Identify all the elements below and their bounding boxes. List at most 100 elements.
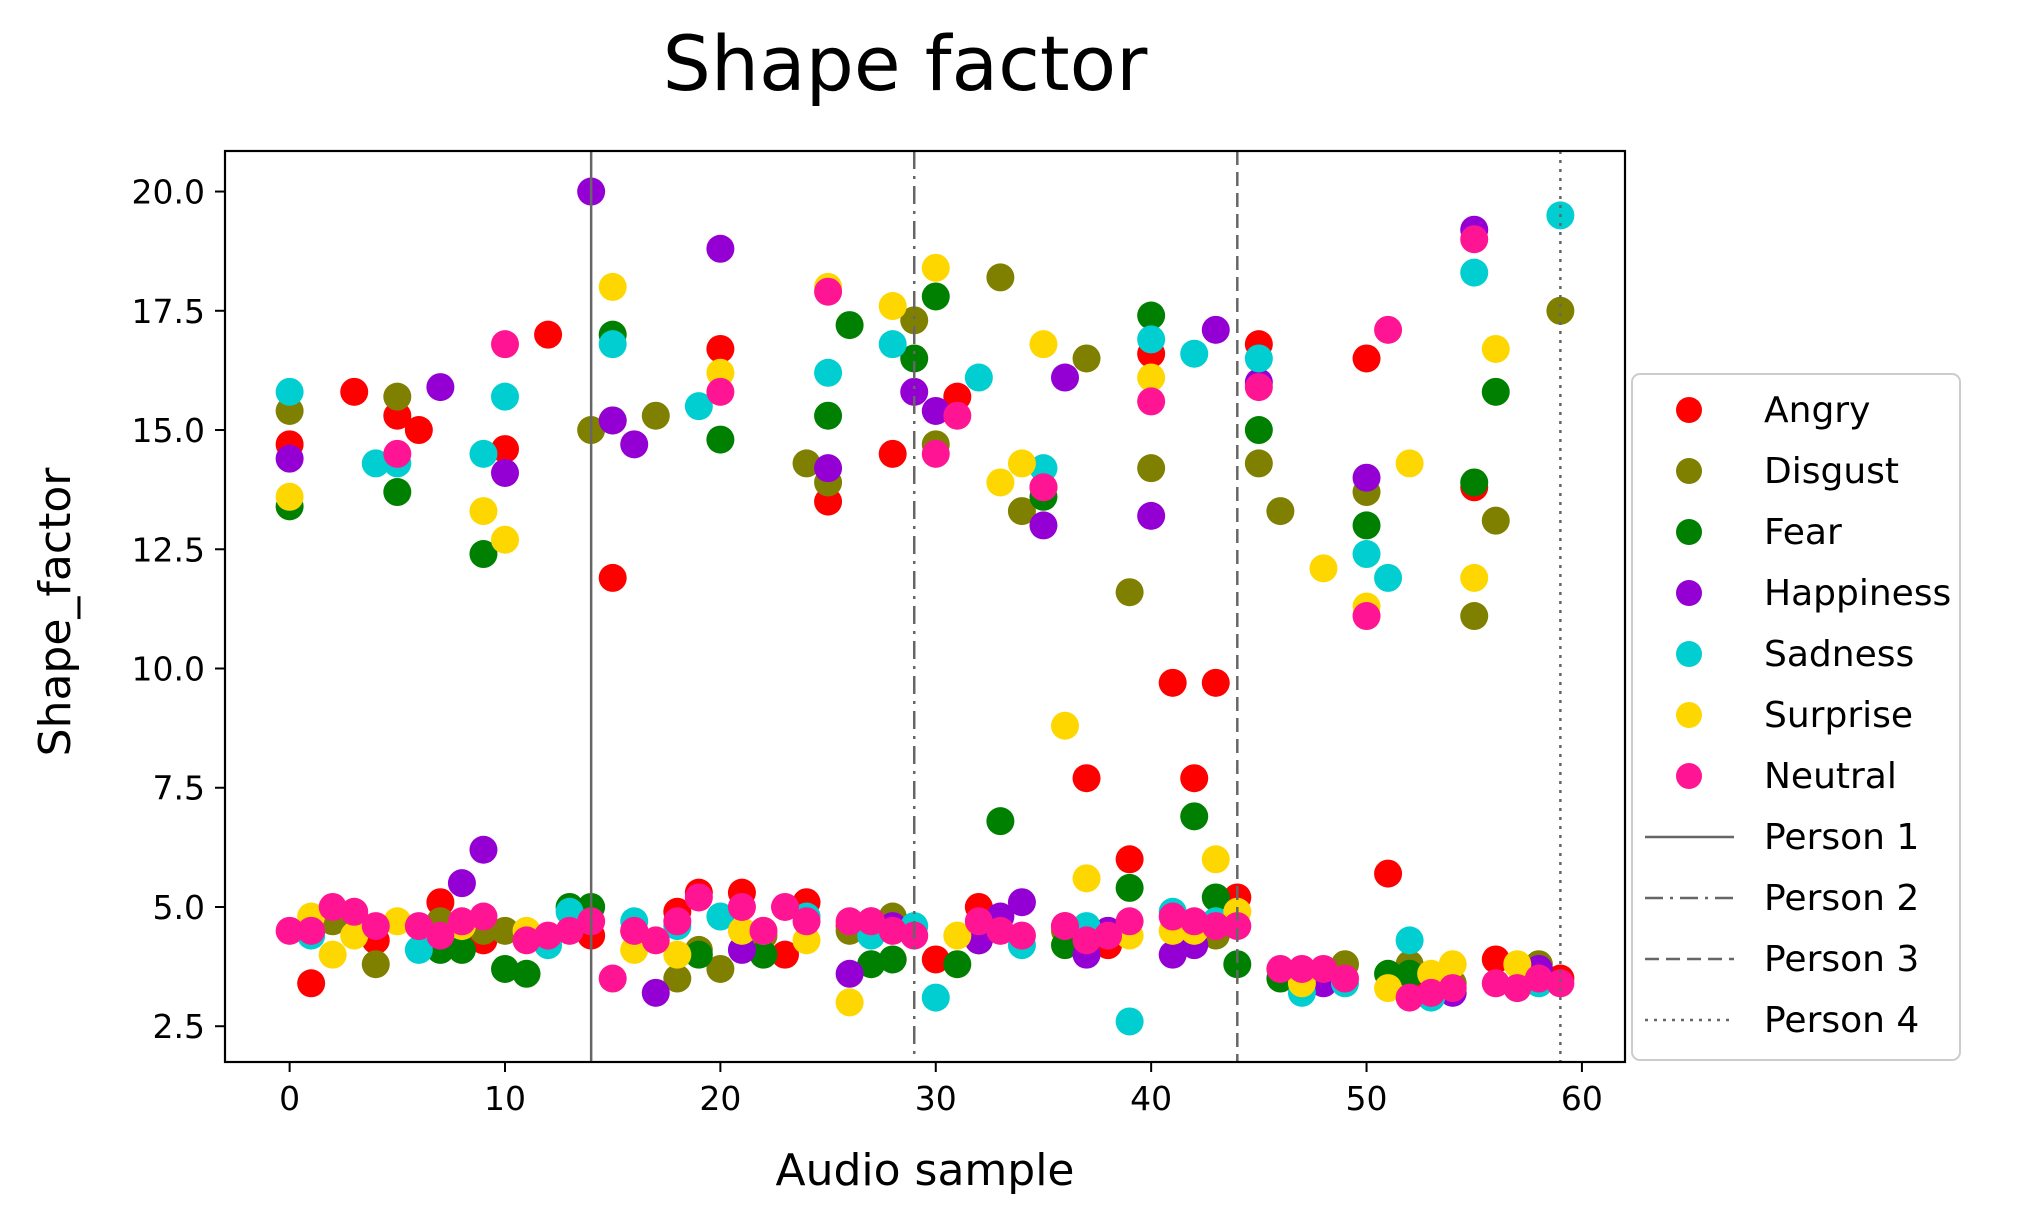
point-disgust xyxy=(663,964,692,993)
point-surprise xyxy=(1007,449,1036,478)
point-fear xyxy=(814,401,843,430)
point-disgust xyxy=(1481,506,1510,535)
point-disgust xyxy=(383,382,412,411)
point-sadness xyxy=(964,363,993,392)
point-surprise xyxy=(1051,711,1079,740)
legend-label-angry: Angry xyxy=(1764,390,1870,431)
point-neutral xyxy=(512,926,541,955)
point-neutral xyxy=(1244,373,1273,402)
legend-label-person-3: Person 3 xyxy=(1764,939,1919,980)
legend-marker-surprise xyxy=(1676,702,1702,728)
x-tick-label: 50 xyxy=(1346,1079,1388,1118)
point-sadness xyxy=(1374,563,1403,592)
point-neutral xyxy=(534,921,563,950)
point-sadness xyxy=(706,902,735,931)
legend-label-happiness: Happiness xyxy=(1764,573,1951,614)
point-fear xyxy=(1223,950,1252,979)
point-angry xyxy=(1180,764,1209,793)
point-neutral xyxy=(1309,954,1338,983)
point-neutral xyxy=(1158,902,1187,931)
point-fear xyxy=(469,540,498,569)
point-sadness xyxy=(1244,344,1273,373)
point-surprise xyxy=(1481,334,1510,363)
legend-marker-sadness xyxy=(1676,641,1702,667)
point-neutral xyxy=(1201,912,1230,941)
point-fear xyxy=(900,344,929,373)
point-angry xyxy=(297,969,326,998)
point-fear xyxy=(491,954,519,983)
point-fear xyxy=(986,807,1015,836)
point-neutral xyxy=(447,907,476,936)
point-neutral xyxy=(1029,473,1058,502)
legend-marker-angry xyxy=(1676,397,1702,423)
point-surprise xyxy=(986,468,1015,497)
point-disgust xyxy=(1244,449,1273,478)
y-tick-label: 12.5 xyxy=(132,530,205,569)
point-sadness xyxy=(814,358,843,387)
point-fear xyxy=(943,950,972,979)
point-happiness xyxy=(598,406,627,435)
legend-label-person-2: Person 2 xyxy=(1764,878,1919,919)
plot-area: 0 10 20 30 40 50 60 2.5 5.0 7.5 10.0 12.5 15.0 17.5 20… xyxy=(132,149,1627,1118)
y-tick-label: 10.0 xyxy=(132,650,205,689)
point-neutral xyxy=(598,964,627,993)
point-fear xyxy=(684,940,713,969)
point-surprise xyxy=(491,525,519,554)
point-fear xyxy=(1201,883,1230,912)
y-tick-label: 5.0 xyxy=(153,888,205,927)
point-disgust xyxy=(641,401,670,430)
point-disgust xyxy=(1115,578,1144,607)
x-tick-label: 10 xyxy=(484,1079,526,1118)
point-neutral xyxy=(275,916,304,945)
point-happiness xyxy=(491,458,519,487)
point-neutral xyxy=(792,907,821,936)
point-neutral xyxy=(491,330,519,359)
point-neutral xyxy=(749,916,778,945)
point-happiness xyxy=(447,869,476,898)
point-fear xyxy=(706,425,735,454)
point-fear xyxy=(512,959,541,988)
point-neutral xyxy=(620,916,649,945)
point-happiness xyxy=(1007,888,1036,917)
y-tick-label: 20.0 xyxy=(132,173,205,212)
point-disgust xyxy=(1137,454,1166,483)
point-neutral xyxy=(1417,978,1446,1007)
point-sadness xyxy=(361,449,390,478)
legend-marker-disgust xyxy=(1676,458,1702,484)
point-neutral xyxy=(297,916,326,945)
point-disgust xyxy=(491,916,519,945)
point-neutral xyxy=(1137,387,1166,416)
point-fear xyxy=(447,935,476,964)
point-disgust xyxy=(986,263,1015,292)
legend-marker-happiness xyxy=(1676,580,1702,606)
point-neutral xyxy=(1094,921,1123,950)
y-tick-label: 15.0 xyxy=(132,411,205,450)
point-disgust xyxy=(706,954,735,983)
point-sadness xyxy=(878,330,907,359)
point-neutral xyxy=(361,912,390,941)
point-fear xyxy=(835,311,864,340)
point-surprise xyxy=(663,940,692,969)
y-tick-label: 17.5 xyxy=(132,292,205,331)
point-sadness xyxy=(921,983,950,1012)
point-fear xyxy=(921,282,950,311)
point-happiness xyxy=(706,234,735,263)
point-sadness xyxy=(1180,339,1209,368)
chart-title: Shape factor xyxy=(663,19,1149,108)
point-neutral xyxy=(1481,969,1510,998)
point-angry xyxy=(1352,344,1381,373)
point-neutral xyxy=(404,912,433,941)
point-happiness xyxy=(641,978,670,1007)
point-surprise xyxy=(383,907,412,936)
point-angry xyxy=(706,334,735,363)
point-neutral xyxy=(986,916,1015,945)
point-angry xyxy=(878,439,907,468)
point-happiness xyxy=(1201,315,1230,344)
point-angry xyxy=(1201,668,1230,697)
point-neutral xyxy=(383,439,412,468)
plot-frame xyxy=(223,149,1627,1064)
point-happiness xyxy=(1029,511,1058,540)
point-angry xyxy=(598,563,627,592)
point-fear xyxy=(1115,873,1144,902)
point-neutral xyxy=(835,907,864,936)
